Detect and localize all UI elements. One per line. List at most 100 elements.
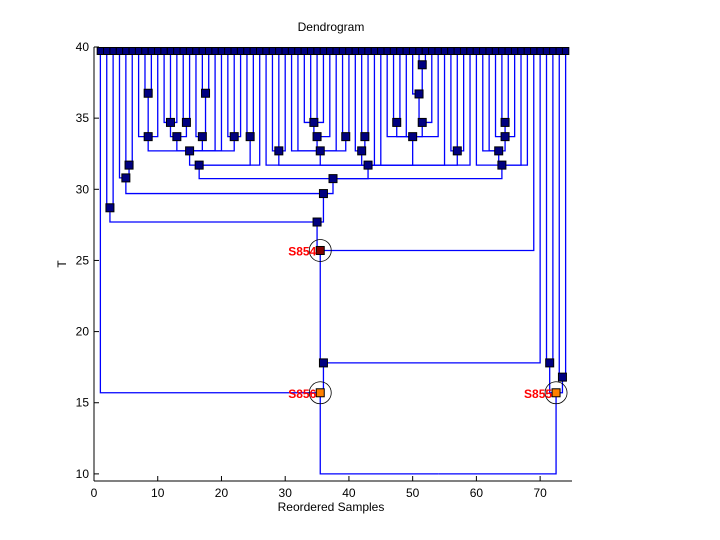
leaf-marker <box>262 47 270 55</box>
leaf-marker <box>498 47 506 55</box>
node-link <box>199 136 251 166</box>
leaf-marker <box>249 47 258 55</box>
leaf-link <box>246 47 251 138</box>
highlight-annotations: S856 S855 S854 <box>288 239 568 405</box>
leaf-marker <box>459 47 468 55</box>
y-tick-label: 10 <box>76 467 90 481</box>
node-marker <box>497 160 507 170</box>
leaf-marker <box>415 47 423 55</box>
y-axis-label: T <box>55 260 69 268</box>
leaf-link <box>323 47 541 364</box>
leaf-marker <box>364 47 372 55</box>
leaf-marker <box>122 47 130 55</box>
node-marker <box>545 358 555 368</box>
highlight-circle <box>308 381 332 405</box>
leaf-marker <box>192 47 200 55</box>
node-link <box>125 177 324 195</box>
node-marker <box>494 146 504 156</box>
leaf-link <box>125 47 130 166</box>
node-link <box>396 122 413 138</box>
y-tick-label: 15 <box>76 396 90 410</box>
leaf-marker <box>453 47 461 55</box>
leaf-link <box>396 47 401 124</box>
leaf-link <box>320 47 337 152</box>
x-tick-label: 0 <box>91 486 98 500</box>
leaf-link <box>297 47 321 152</box>
leaf-marker <box>300 47 309 55</box>
leaf-marker <box>115 47 124 55</box>
leaf-marker <box>523 47 532 55</box>
node-link <box>198 165 333 180</box>
x-tick-label: 10 <box>151 486 165 500</box>
node-marker <box>181 117 191 127</box>
leaf-link <box>99 47 321 394</box>
leaf-link <box>163 47 171 124</box>
leaf-marker <box>510 47 519 55</box>
y-tick-label: 25 <box>76 253 90 267</box>
dendrogram-links <box>99 47 567 475</box>
leaf-link <box>558 47 563 378</box>
node-label: S855 <box>524 387 552 401</box>
leaf-link <box>234 47 242 138</box>
leaf-marker <box>402 47 410 55</box>
leaf-marker <box>243 47 251 55</box>
leaf-marker <box>389 47 398 55</box>
node-marker <box>201 88 211 98</box>
leaf-marker <box>313 47 321 55</box>
leaf-marker <box>542 47 551 55</box>
node-label: S856 <box>288 387 316 401</box>
y-tick-label: 40 <box>76 40 90 54</box>
leaf-marker <box>134 47 143 55</box>
leaf-marker <box>141 47 149 55</box>
leaf-marker <box>434 47 442 55</box>
node-marker <box>318 358 328 368</box>
leaf-marker <box>236 47 245 55</box>
leaf-marker <box>408 47 417 55</box>
leaf-link <box>303 47 314 124</box>
node-marker <box>309 117 319 127</box>
chart-title: Dendrogram <box>298 20 365 34</box>
leaf-link <box>361 47 365 138</box>
y-tick-label: 30 <box>76 182 90 196</box>
node-marker <box>417 60 427 70</box>
leaf-marker <box>345 47 353 55</box>
node-marker <box>143 88 153 98</box>
node-marker <box>500 132 510 142</box>
leaf-marker <box>351 47 360 55</box>
leaf-marker <box>205 47 213 55</box>
leaf-marker <box>173 47 181 55</box>
leaf-link <box>368 47 376 166</box>
leaf-marker <box>549 47 557 55</box>
leaf-link <box>422 47 433 124</box>
leaf-link <box>341 47 346 138</box>
leaf-link <box>271 47 279 152</box>
leaf-marker <box>103 47 111 55</box>
x-tick-label: 60 <box>470 486 484 500</box>
highlight-circle <box>544 381 568 405</box>
node-marker <box>315 146 325 156</box>
node-marker <box>245 132 255 142</box>
node-marker <box>363 160 373 170</box>
leaf-link <box>313 47 325 124</box>
leaf-link <box>345 47 350 138</box>
leaf-link <box>310 47 314 124</box>
leaf-marker <box>128 47 136 55</box>
highlight-circle <box>308 239 332 262</box>
y-tick-label: 35 <box>76 111 90 125</box>
leaf-marker <box>224 47 232 55</box>
leaf-marker <box>421 47 430 55</box>
node-marker <box>165 117 175 127</box>
leaf-marker <box>281 47 289 55</box>
highlight-node-marker <box>315 388 325 398</box>
leaf-marker <box>447 47 455 55</box>
leaf-link <box>106 47 110 209</box>
y-tick-label: 20 <box>76 325 90 339</box>
node-link <box>319 150 369 166</box>
leaf-marker <box>383 47 391 55</box>
leaf-marker <box>504 47 512 55</box>
leaf-marker <box>211 47 219 55</box>
node-link <box>333 165 369 180</box>
node-marker <box>197 132 207 142</box>
node-marker <box>274 146 284 156</box>
